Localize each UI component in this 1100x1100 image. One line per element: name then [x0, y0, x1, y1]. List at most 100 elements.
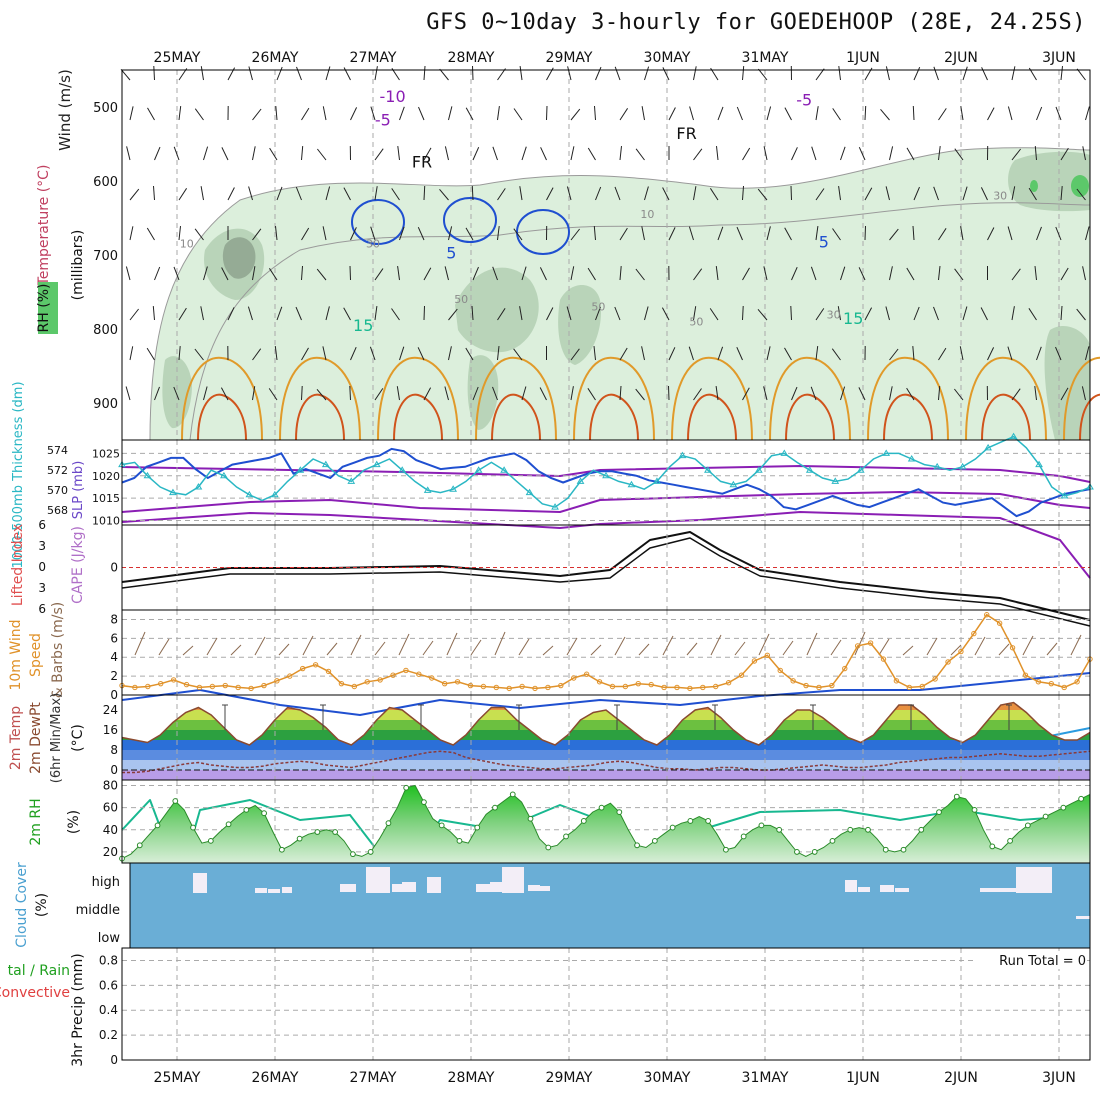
wind-barb [688, 226, 694, 241]
rh-point [580, 818, 587, 824]
wind-barb [716, 146, 719, 161]
cloud-bar [268, 889, 280, 893]
wind-barb [1085, 346, 1090, 361]
wind-barb [316, 268, 327, 281]
date-label-top: 29MAY [546, 50, 593, 66]
wind-barb [497, 188, 506, 201]
date-label-top: 2JUN [944, 50, 978, 66]
wind-barb [1060, 305, 1063, 321]
cloud-bar [1016, 867, 1052, 893]
wind-barb [322, 106, 327, 121]
temperature-contour [965, 356, 1047, 441]
wind-barb-10m [830, 639, 842, 656]
date-label-top: 27MAY [350, 50, 397, 66]
y-tick-label-li: 3 [38, 539, 46, 553]
wind-barb [987, 107, 995, 121]
wind-speed-point [454, 679, 461, 685]
wind-barb-10m [230, 644, 242, 656]
ylabel-cloud-units: (%) [34, 893, 50, 917]
wind-barb [397, 146, 400, 161]
rh-point [421, 799, 427, 806]
wind-barb [815, 106, 819, 121]
cloud-bar [502, 867, 524, 893]
wind-barb [178, 346, 181, 361]
wind-speed-point [725, 680, 732, 686]
rh-point [154, 822, 161, 829]
ylabel-rh2m-units: (%) [66, 810, 82, 834]
wind-barb [472, 386, 479, 401]
wind-barb [301, 385, 303, 401]
wind-barb-10m [638, 643, 650, 656]
wind-barb [619, 266, 622, 281]
ylabel-dewpoint: 2m DewPt [28, 702, 44, 774]
rh-point [865, 826, 871, 833]
ylabel-total-rain: tal / Rain [8, 963, 70, 979]
wind-barb [810, 386, 817, 401]
wind-speed-point [958, 648, 964, 655]
wind-barb [837, 306, 841, 321]
contour-label: 15 [843, 309, 863, 328]
wind-barb [513, 108, 523, 121]
wind-speed-point [790, 678, 796, 684]
contour-label: 30 [993, 190, 1007, 203]
wind-barb [766, 106, 772, 121]
wind-barb-10m [518, 638, 530, 656]
contour-label: 5 [819, 233, 829, 252]
wind-barb [374, 268, 384, 281]
temperature-contour [516, 209, 570, 255]
date-label-top: 30MAY [644, 50, 691, 66]
thickness-marker [245, 490, 254, 498]
y-tick-label-wind: 2 [110, 669, 118, 683]
thickness-marker [449, 485, 458, 492]
rh-point [314, 829, 321, 835]
wind-barb [587, 147, 596, 161]
wind-barb [521, 266, 527, 281]
y-tick-label: 800 [93, 323, 118, 338]
wind-barb-10m [974, 636, 986, 656]
wind-speed-point [209, 683, 216, 690]
rh-point [740, 833, 747, 840]
wind-barb [325, 66, 331, 81]
wind-speed-point [713, 683, 719, 690]
wind-barb [668, 385, 670, 401]
wind-speed-point [364, 679, 370, 685]
wind-barb [938, 347, 947, 361]
wind-barb [448, 346, 452, 361]
wind-barb [1076, 308, 1086, 321]
thickness-marker [984, 443, 992, 451]
rh-point [367, 849, 374, 855]
date-label-bottom: 30MAY [644, 1070, 691, 1086]
ylabel-cape: CAPE (J/kg) [70, 526, 86, 604]
wind-barb-10m [1070, 634, 1082, 656]
wind-barb [227, 307, 235, 321]
wind-speed-point [842, 665, 848, 672]
wind-barb-10m [446, 632, 458, 656]
wind-barb [959, 346, 964, 361]
wind-barb [668, 347, 676, 361]
wind-barb [322, 226, 327, 241]
wind-barb [831, 348, 841, 361]
y-tick-label-cape: 0 [110, 561, 118, 575]
wind-barb [864, 105, 867, 121]
wind-barb [276, 66, 283, 81]
wind-barb [641, 346, 645, 361]
wind-speed-point [1035, 679, 1042, 685]
wind-speed-point [493, 684, 499, 691]
wind-barb-10m [566, 637, 578, 656]
wind-barb [444, 386, 449, 401]
wind-barb [980, 187, 988, 201]
rh-point [385, 820, 392, 827]
y-tick-label-temp: 16 [103, 723, 118, 737]
wind-speed-point [622, 683, 629, 690]
temperature-contour [121, 491, 1091, 513]
thickness-marker [653, 477, 661, 484]
wind-barb [938, 386, 941, 401]
y-tick-label-precip: 0.6 [99, 978, 118, 992]
wind-barb [709, 308, 719, 321]
wind-barb [178, 226, 181, 241]
wind-barb [912, 225, 915, 241]
thickness-marker [704, 466, 712, 473]
ylabel-temperature: Temperature (°C) [36, 165, 52, 287]
wind-speed-point [661, 684, 667, 691]
ylabel-temp-units: (°C) [70, 724, 86, 752]
